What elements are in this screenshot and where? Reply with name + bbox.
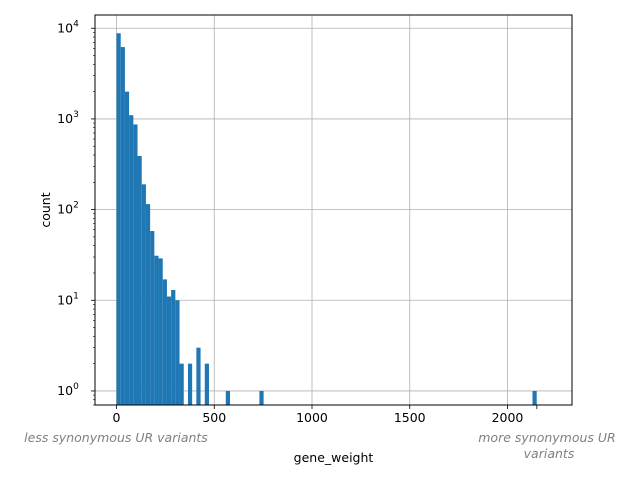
histogram-bar — [141, 184, 146, 405]
histogram-bar — [179, 363, 184, 405]
annotation-left: less synonymous UR variants — [24, 430, 208, 445]
annotation-right-line-1: more synonymous UR — [478, 430, 616, 445]
histogram-bar — [259, 390, 264, 405]
histogram-bar — [158, 258, 163, 405]
y-axis-ticks: 100 101 102 103 104 — [57, 19, 95, 406]
histogram-bar — [133, 124, 138, 405]
x-tick-label: 2000 — [492, 410, 524, 425]
y-axis-label: count — [38, 192, 53, 227]
annotation-right: more synonymous UR variants — [478, 430, 619, 461]
y-tick-label: 103 — [57, 110, 79, 126]
histogram-bar — [532, 390, 537, 405]
histogram-bar — [129, 115, 134, 405]
annotation-right-line-2: variants — [524, 446, 575, 461]
histogram-bar — [154, 255, 159, 405]
histogram-bar — [124, 91, 130, 406]
histogram-bar — [225, 390, 230, 405]
x-tick-label: 1500 — [394, 410, 426, 425]
histogram-bar — [120, 47, 125, 406]
histogram-bar — [150, 231, 155, 405]
y-tick-label: 101 — [57, 291, 79, 307]
y-tick-label: 104 — [57, 19, 79, 35]
histogram-bar — [166, 296, 172, 405]
histogram-bar — [175, 300, 180, 405]
bars — [116, 33, 537, 406]
histogram-bar — [171, 289, 176, 405]
histogram-bar — [204, 363, 209, 405]
x-tick-label: 1000 — [296, 410, 328, 425]
histogram-bar — [196, 347, 201, 405]
x-tick-label: 500 — [202, 410, 226, 425]
histogram-bar — [116, 33, 121, 405]
y-tick-label: 100 — [57, 382, 79, 398]
x-axis-ticks: 0 500 1000 1500 2000 — [113, 405, 538, 425]
histogram-bar — [137, 156, 142, 405]
y-tick-label: 102 — [57, 201, 79, 217]
histogram-bar — [187, 363, 193, 405]
histogram-bar — [162, 279, 167, 405]
annotation-left-line-1: less synonymous UR variants — [24, 430, 208, 445]
histogram-bar — [145, 204, 151, 405]
x-tick-label: 0 — [113, 410, 121, 425]
x-axis-label: gene_weight — [294, 450, 374, 465]
